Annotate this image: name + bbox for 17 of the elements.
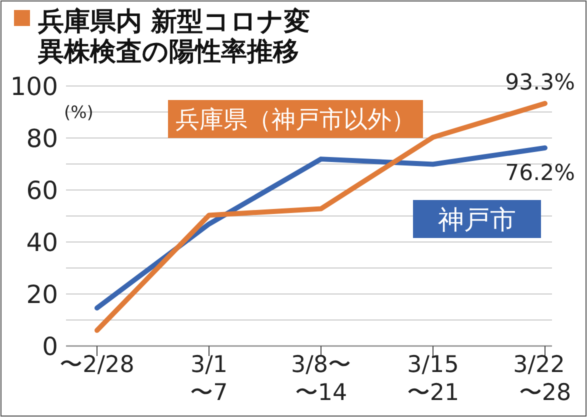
series-label: 兵庫県（神戸市以外）: [176, 106, 416, 134]
x-tick-label: 3/8〜〜14: [290, 352, 352, 406]
x-tick-label: 〜2/28: [60, 352, 134, 378]
data-label: 93.3%: [505, 70, 575, 96]
x-tick-label: 3/1〜7: [190, 352, 228, 406]
chart-title: 兵庫県内 新型コロナ変異株検査の陽性率推移: [37, 7, 310, 67]
y-tick-label: 0: [42, 332, 58, 361]
y-tick-label: 20: [26, 280, 58, 309]
x-tick-label: 3/22〜28: [513, 352, 572, 406]
y-axis-title: (%): [64, 103, 94, 123]
y-tick-label: 40: [26, 228, 58, 257]
series-label: 神戸市: [438, 205, 516, 236]
y-tick-label: 60: [26, 176, 58, 205]
x-tick-label: 3/15〜21: [406, 352, 460, 406]
y-tick-label: 100: [10, 72, 58, 101]
data-label: 76.2%: [505, 160, 575, 186]
y-tick-label: 80: [26, 124, 58, 153]
